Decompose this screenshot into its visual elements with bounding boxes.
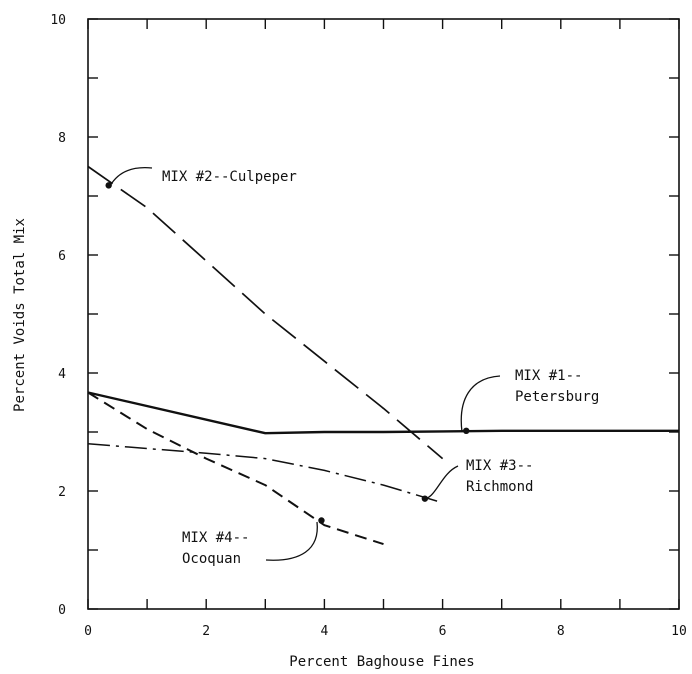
series-marker-2 (105, 182, 112, 189)
y-tick-label: 4 (58, 367, 66, 382)
x-tick-label: 4 (320, 624, 328, 639)
series-line-2 (87, 165, 444, 460)
x-axis-title: Percent Baghouse Fines (289, 654, 474, 670)
x-tick-label: 2 (202, 624, 210, 639)
annotation-label-4: MIX #4-- (182, 530, 249, 546)
annotation-leader-2 (460, 375, 501, 433)
y-tick-label: 6 (58, 249, 66, 264)
x-tick-label: 8 (557, 624, 565, 639)
series-line-4 (87, 391, 384, 546)
annotation-leader-3 (421, 465, 459, 500)
annotation-label-1: MIX #2--Culpeper (162, 169, 297, 185)
y-tick-label: 0 (58, 603, 66, 618)
x-tick-label: 0 (84, 624, 92, 639)
annotation-leader-4 (265, 521, 318, 561)
annotation-leader-1 (109, 166, 153, 187)
x-tick-label: 6 (439, 624, 447, 639)
annotation-label-3: Richmond (466, 479, 533, 495)
annotation-label-4: Ocoquan (182, 551, 241, 567)
y-tick-label: 8 (58, 131, 66, 146)
series-marker-1 (463, 427, 470, 435)
annotation-label-2: MIX #1-- (515, 368, 582, 384)
y-tick-label: 2 (58, 485, 66, 500)
series-marker-4 (318, 517, 325, 524)
plot-frame (87, 18, 680, 610)
y-tick-label: 10 (50, 13, 66, 28)
x-tick-label: 10 (671, 624, 687, 639)
y-axis-title: Percent Voids Total Mix (12, 218, 28, 412)
annotation-label-2: Petersburg (515, 389, 599, 405)
series-line-3 (87, 443, 443, 504)
series-line-1 (87, 391, 679, 435)
annotation-label-3: MIX #3-- (466, 458, 533, 474)
